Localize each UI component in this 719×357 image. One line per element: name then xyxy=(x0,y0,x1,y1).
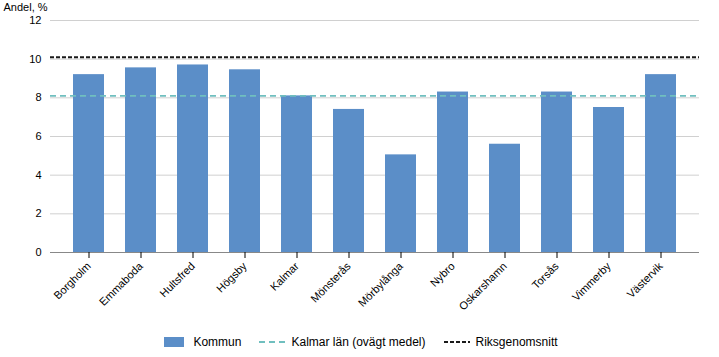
svg-text:4: 4 xyxy=(35,169,41,181)
svg-text:2: 2 xyxy=(35,207,41,219)
svg-text:Oskarshamn: Oskarshamn xyxy=(456,260,509,313)
svg-text:Vimmerby: Vimmerby xyxy=(570,259,614,303)
svg-text:Emmaboda: Emmaboda xyxy=(97,259,146,308)
svg-text:Högsby: Högsby xyxy=(214,259,249,294)
svg-text:0: 0 xyxy=(35,246,41,258)
svg-text:Andel, %: Andel, % xyxy=(4,1,48,13)
svg-text:Mönsterås: Mönsterås xyxy=(308,259,353,304)
svg-text:Borgholm: Borgholm xyxy=(51,260,93,302)
svg-text:Hultsfred: Hultsfred xyxy=(157,260,197,300)
svg-text:6: 6 xyxy=(35,130,41,142)
svg-text:Västervik: Västervik xyxy=(624,259,665,300)
svg-text:Mörbylånga: Mörbylånga xyxy=(356,259,406,309)
svg-text:Kalmar: Kalmar xyxy=(268,260,301,293)
svg-text:10: 10 xyxy=(29,53,41,65)
html-text:Kalmar län (ovägt medel): Kalmar län (ovägt medel) xyxy=(291,335,426,349)
svg-text:8: 8 xyxy=(35,91,41,103)
html-text:Kommun: Kommun xyxy=(193,335,242,349)
html-text:Riksgenomsnitt: Riksgenomsnitt xyxy=(475,335,558,349)
svg-text:Torsås: Torsås xyxy=(530,259,562,291)
svg-text:12: 12 xyxy=(29,14,41,26)
svg-text:Nybro: Nybro xyxy=(428,260,457,289)
